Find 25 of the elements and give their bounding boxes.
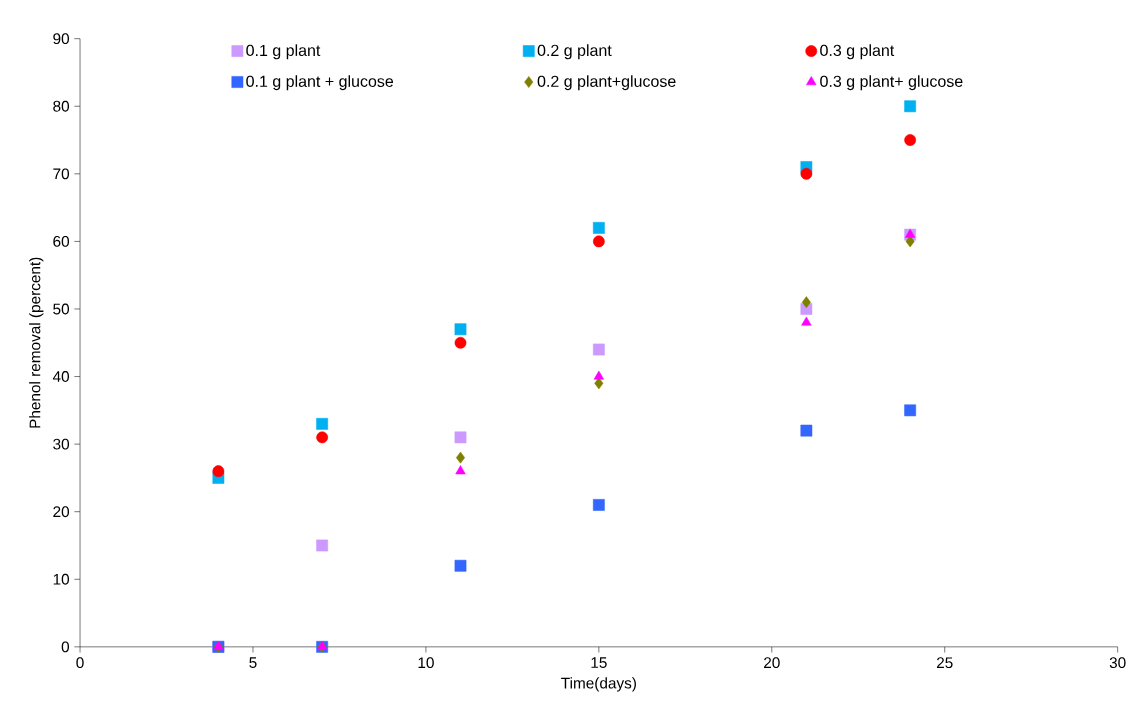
x-tick-label: 20 [764, 657, 780, 669]
x-tick-label: 30 [1109, 657, 1126, 669]
x-tick-label: 5 [249, 657, 257, 668]
legend-label: 0.1 g plant [246, 44, 321, 60]
y-tick-label: 70 [53, 168, 70, 180]
y-tick-label: 10 [53, 573, 70, 585]
legend-label: 0.3 g plant+ glucose [820, 75, 963, 91]
y-tick-label: 60 [53, 235, 70, 247]
x-tick-label: 0 [76, 657, 84, 669]
x-tick-label: 25 [936, 657, 953, 669]
y-tick-label: 20 [53, 506, 70, 518]
legend-label: 0.3 g plant [820, 44, 895, 60]
y-tick-label: 30 [53, 438, 70, 450]
x-tick-label: 15 [591, 657, 607, 668]
x-tick-label: 10 [418, 657, 434, 669]
y-tick-label: 80 [53, 100, 70, 112]
y-tick-label: 0 [61, 641, 70, 653]
legend-label: 0.2 g plant [537, 44, 612, 60]
legend-label: 0.1 g plant + glucose [246, 75, 394, 91]
y-tick-label: 90 [53, 33, 70, 45]
y-tick-label: 50 [53, 303, 70, 315]
y-tick-label: 40 [52, 371, 70, 382]
legend-label: 0.2 g plant+glucose [537, 75, 676, 91]
x-axis-title: Time(days) [561, 677, 636, 692]
y-axis-title: Phenol removal (percent) [29, 257, 44, 428]
